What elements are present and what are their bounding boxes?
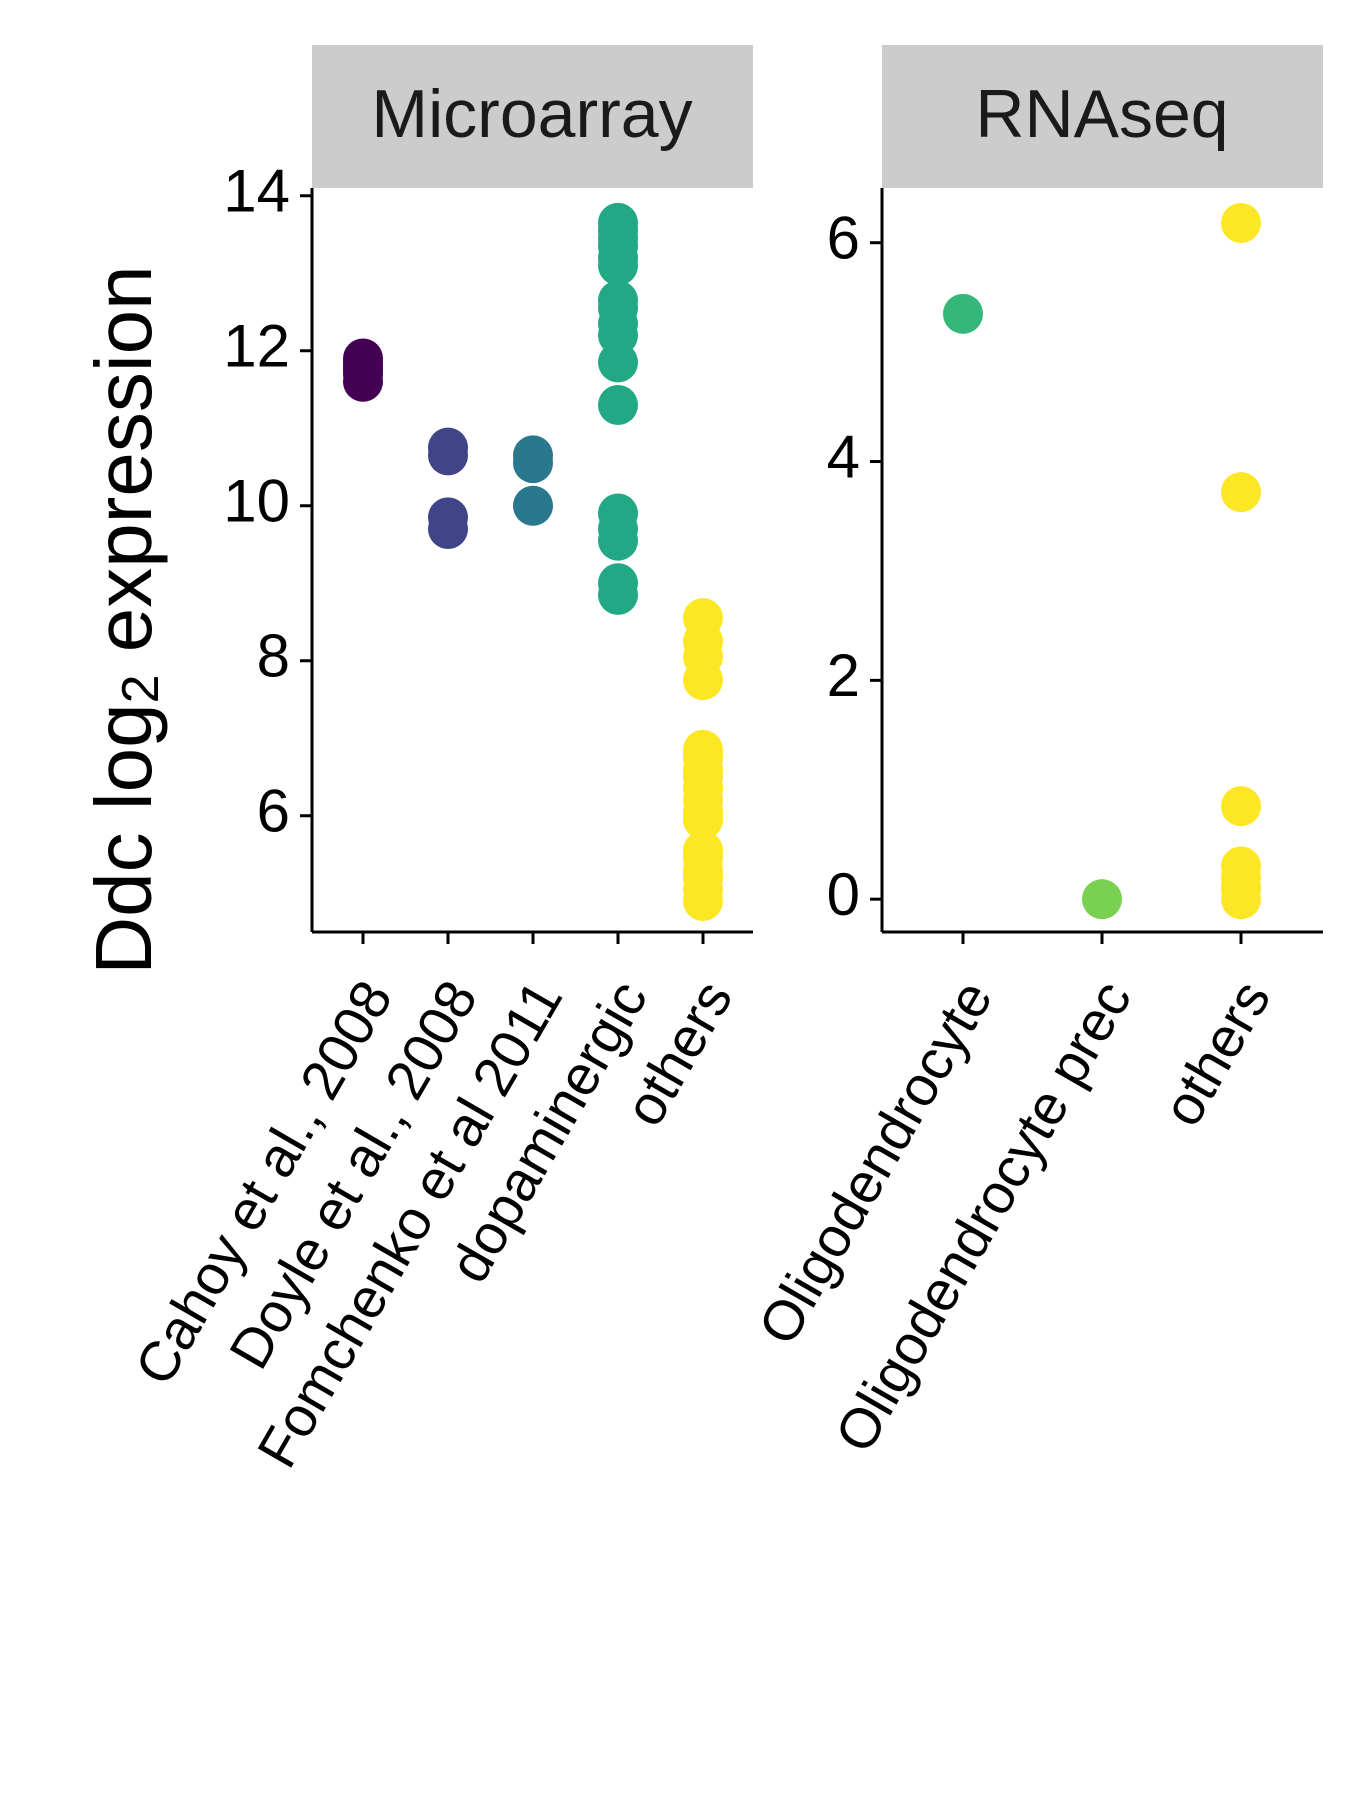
microarray-point-others — [683, 729, 723, 770]
y-axis-label-prefix: Ddc log — [79, 703, 168, 974]
microarray-point-dopaminergic — [598, 280, 638, 321]
y-axis-label: Ddc log2 expression — [79, 265, 170, 974]
rnaseq-y-tick-label: 2 — [827, 642, 860, 709]
rnaseq-point-others — [1221, 846, 1261, 887]
microarray-point-others — [683, 598, 723, 639]
strip-rnaseq — [882, 45, 1323, 188]
microarray-y-tick-label: 6 — [257, 778, 290, 845]
y-axis-label-subscript: 2 — [112, 674, 170, 703]
rnaseq-y-tick-label: 6 — [827, 205, 860, 272]
rnaseq-point-others — [1221, 203, 1261, 244]
rnaseq-point-oligodendrocyte-prec — [1082, 879, 1122, 920]
panel-rnaseq: RNAseq 0246OligodendrocyteOligodendrocyt… — [746, 45, 1323, 1462]
microarray-y-tick-label: 12 — [223, 313, 290, 380]
microarray-point-doyle-et-al-2008 — [428, 427, 468, 468]
rnaseq-point-oligodendrocyte — [943, 293, 983, 334]
microarray-point-dopaminergic — [598, 202, 638, 243]
microarray-point-fomchenko-et-al-2011 — [513, 485, 553, 526]
microarray-point-others — [683, 830, 723, 871]
microarray-y-tick-label: 14 — [223, 158, 290, 225]
rnaseq-point-others — [1221, 472, 1261, 513]
rnaseq-y-tick-label: 0 — [827, 861, 860, 928]
microarray-point-fomchenko-et-al-2011 — [513, 435, 553, 476]
microarray-point-dopaminergic — [598, 563, 638, 604]
microarray-point-dopaminergic — [598, 385, 638, 425]
microarray-point-doyle-et-al-2008 — [428, 497, 468, 538]
strip-title-microarray: Microarray — [371, 76, 692, 152]
microarray-y-tick-label: 8 — [257, 623, 290, 690]
rnaseq-y-tick-label: 4 — [827, 423, 860, 490]
strip-microarray — [312, 45, 753, 188]
rnaseq-point-others — [1221, 786, 1261, 827]
microarray-point-cahoy-et-al-2008 — [343, 338, 383, 379]
strip-title-rnaseq: RNAseq — [975, 76, 1228, 152]
y-axis-label-suffix: expression — [79, 265, 168, 674]
rnaseq-x-tick-label-others: others — [1150, 970, 1282, 1136]
microarray-y-tick-label: 10 — [223, 468, 290, 535]
microarray-point-dopaminergic — [598, 493, 638, 534]
